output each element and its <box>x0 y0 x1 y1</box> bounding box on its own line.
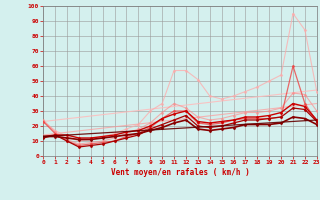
X-axis label: Vent moyen/en rafales ( km/h ): Vent moyen/en rafales ( km/h ) <box>111 168 249 177</box>
